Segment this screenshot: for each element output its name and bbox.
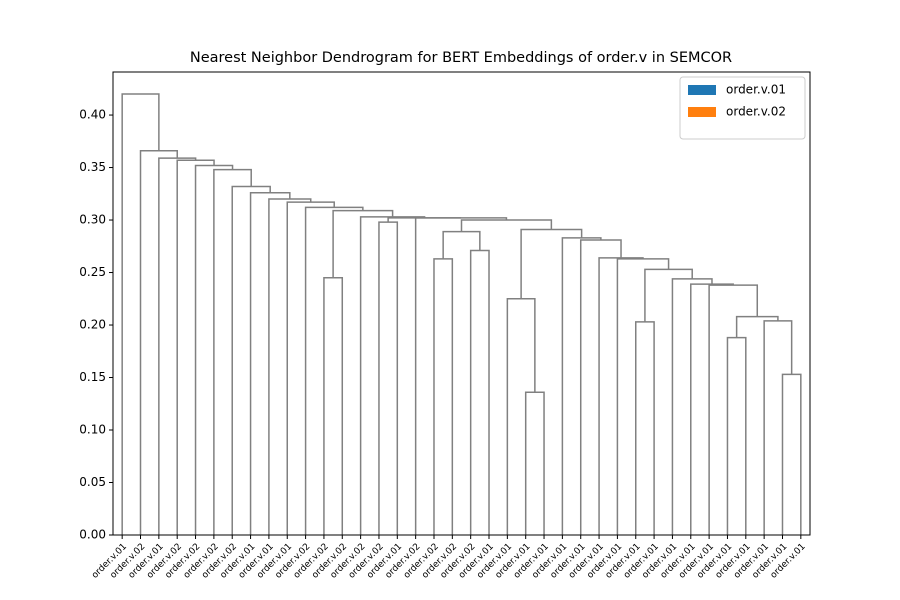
dendrogram-link [414, 217, 508, 535]
dendrogram-link [249, 191, 291, 535]
dendrogram-link [644, 268, 693, 322]
dendrogram-link [139, 149, 178, 535]
y-tick-label: 0.10 [79, 423, 106, 437]
dendrogram-link [579, 239, 622, 535]
dendrogram-link [121, 93, 160, 535]
y-tick-label: 0.35 [79, 160, 106, 174]
dendrogram-link [708, 284, 759, 535]
dendrogram-link [506, 298, 536, 535]
dendrogram-link [520, 228, 583, 299]
dendrogram-link [231, 185, 271, 535]
dendrogram-link [323, 277, 344, 535]
dendrogram-link [194, 164, 234, 535]
dendrogram-link [378, 221, 399, 535]
legend-label: order.v.01 [726, 83, 786, 97]
y-tick-label: 0.25 [79, 265, 106, 279]
axes-frame [112, 71, 811, 536]
dendrogram-link [735, 315, 779, 338]
dendrogram-link [442, 230, 481, 259]
legend-swatch [688, 85, 716, 95]
y-tick-label: 0.15 [79, 370, 106, 384]
dendrogram-link [433, 258, 454, 535]
chart-title: Nearest Neighbor Dendrogram for BERT Emb… [190, 50, 732, 66]
legend-swatch [688, 107, 716, 117]
y-tick-label: 0.05 [79, 475, 106, 489]
dendrogram-link [616, 258, 670, 535]
y-tick-label: 0.30 [79, 213, 106, 227]
y-tick-label: 0.20 [79, 318, 106, 332]
y-tick-label: 0.40 [79, 108, 106, 122]
dendrogram-link [286, 201, 335, 535]
dendrogram-link [598, 257, 644, 535]
dendrogram-link [671, 278, 713, 535]
dendrogram-link [469, 249, 490, 535]
dendrogram-link [387, 217, 462, 223]
legend-label: order.v.02 [726, 105, 786, 119]
dendrogram-link [158, 157, 197, 535]
y-tick-label: 0.00 [79, 528, 106, 542]
